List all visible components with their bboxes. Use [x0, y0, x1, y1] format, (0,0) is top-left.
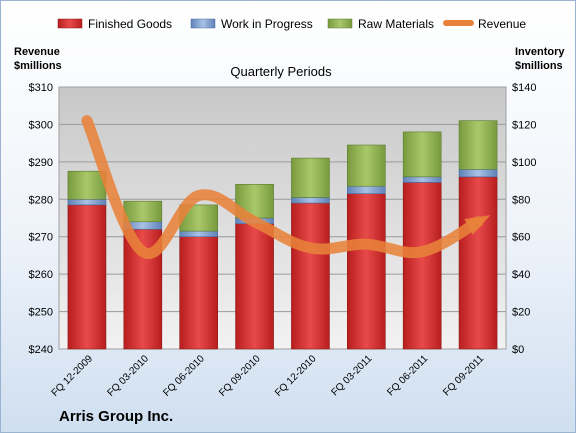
bar-work-in-progress [67, 198, 107, 206]
right-tick-label: $20 [512, 307, 530, 319]
legend-label-finished-goods: Finished Goods [88, 17, 172, 31]
right-tick-label: $60 [512, 232, 530, 244]
bar-work-in-progress [179, 230, 218, 238]
left-tick-label: $280 [29, 194, 53, 206]
bar-finished-goods [347, 193, 386, 350]
right-axis-title-line1: Inventory [515, 46, 565, 58]
right-tick-label: $120 [512, 119, 536, 131]
bar-finished-goods [67, 204, 107, 350]
left-axis-title-line2: $millions [14, 60, 62, 72]
right-tick-label: $100 [512, 157, 536, 169]
bar-work-in-progress [402, 176, 442, 183]
bar-raw-materials [123, 200, 163, 223]
bar-finished-goods [458, 176, 498, 350]
legend-swatch-raw-materials [327, 18, 353, 29]
bar-work-in-progress [291, 197, 330, 204]
left-axis-ticks: $240 $250 $260 $270 $280 $290 $300 $310 [29, 82, 53, 356]
right-axis-ticks: $0 $20 $40 $60 $80 $100 $120 $140 [512, 82, 536, 356]
legend-swatch-work-in-progress [190, 18, 216, 29]
left-tick-label: $300 [29, 119, 53, 131]
bar-work-in-progress [347, 185, 386, 194]
x-tick-label: FQ 09-2010 [217, 353, 263, 399]
x-tick-label: FQ 12-2010 [273, 353, 319, 399]
left-tick-label: $250 [29, 307, 53, 319]
revenue-arrow-head [464, 215, 491, 235]
x-tick-label: FQ 12-2009 [50, 353, 96, 399]
x-tick-label: FQ 06-2010 [161, 353, 207, 399]
bar-finished-goods [179, 236, 218, 350]
bar-raw-materials [458, 120, 498, 170]
left-tick-label: $260 [29, 269, 53, 281]
left-axis-title-line1: Revenue [14, 46, 60, 58]
bar-raw-materials [67, 170, 107, 200]
right-tick-label: $80 [512, 194, 530, 206]
x-tick-label: FQ 09-2011 [441, 353, 486, 398]
bar-raw-materials [291, 157, 330, 198]
bar-raw-materials [402, 131, 442, 178]
bar-work-in-progress [458, 169, 498, 178]
left-tick-label: $290 [29, 157, 53, 169]
right-tick-label: $0 [512, 344, 524, 356]
x-tick-label: FQ 03-2010 [105, 353, 151, 399]
legend-label-work-in-progress: Work in Progress [221, 17, 313, 31]
revenue-layer [81, 115, 491, 259]
bar-finished-goods [402, 182, 442, 350]
company-name: Arris Group Inc. [59, 408, 173, 425]
bar-raw-materials [347, 144, 386, 187]
right-tick-label: $140 [512, 82, 536, 94]
right-axis-title-line2: $millions [515, 60, 563, 72]
x-axis-ticks: FQ 12-2009 FQ 03-2010 FQ 06-2010 FQ 09-2010… [50, 353, 487, 399]
left-tick-label: $310 [29, 82, 53, 94]
left-tick-label: $240 [29, 344, 53, 356]
legend-label-raw-materials: Raw Materials [358, 17, 434, 31]
chart-title: Quarterly Periods [230, 64, 332, 79]
left-tick-label: $270 [29, 232, 53, 244]
revenue-line [81, 115, 484, 259]
bar-finished-goods [235, 223, 274, 350]
x-tick-label: FQ 03-2011 [329, 353, 374, 398]
legend: Finished Goods Work in Progress Raw Mate… [57, 17, 526, 31]
right-tick-label: $40 [512, 269, 530, 281]
legend-swatch-finished-goods [57, 18, 83, 29]
legend-label-revenue: Revenue [478, 17, 526, 31]
x-tick-label: FQ 06-2011 [385, 353, 430, 398]
bar-finished-goods [291, 202, 330, 350]
